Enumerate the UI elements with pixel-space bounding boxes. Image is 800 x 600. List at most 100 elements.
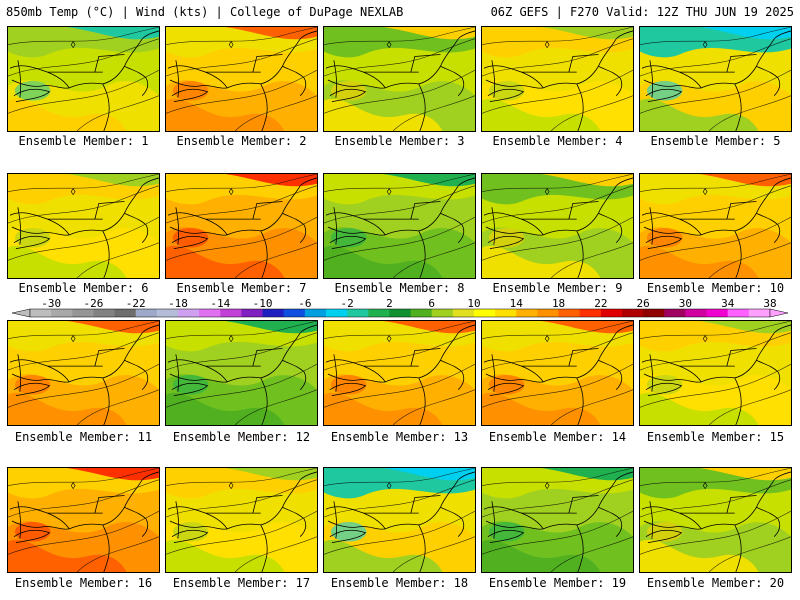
colorbar-tick-label: 6 — [428, 297, 436, 310]
colorbar-tick-label: -18 — [168, 297, 188, 310]
temperature-map — [482, 468, 633, 572]
ensemble-map-panel — [639, 467, 792, 573]
temperature-map — [8, 468, 159, 572]
temperature-map — [166, 321, 317, 425]
temperature-map — [324, 27, 475, 131]
colorbar-tick-label: 22 — [594, 297, 608, 310]
colorbar-swatch — [516, 309, 538, 317]
colorbar-swatch — [304, 309, 327, 317]
ensemble-map-panel — [639, 320, 792, 426]
wind-streamlines — [482, 468, 633, 572]
wind-streamlines — [8, 468, 159, 572]
wind-streamlines — [482, 27, 633, 131]
colorbar-swatch — [93, 309, 116, 317]
coastline-outline — [483, 30, 633, 131]
ensemble-member-label: Ensemble Member: 15 — [646, 430, 785, 444]
colorbar-tick-label: 38 — [763, 297, 777, 310]
colorbar-swatch — [241, 309, 264, 317]
ensemble-map-panel — [165, 467, 318, 573]
colorbar-swatch — [727, 309, 750, 317]
wind-streamlines — [324, 321, 475, 425]
wind-streamlines — [482, 174, 633, 278]
wind-streamlines — [640, 468, 791, 572]
wind-streamlines — [166, 27, 317, 131]
wind-streamlines — [640, 321, 791, 425]
ensemble-map-panel — [323, 26, 476, 132]
ensemble-member-label: Ensemble Member: 19 — [488, 576, 627, 590]
ensemble-member-label: Ensemble Member: 11 — [14, 430, 153, 444]
colorbar-swatch — [389, 309, 412, 317]
colorbar-swatch — [30, 309, 52, 317]
coastline-outline — [325, 30, 475, 131]
wind-streamlines — [324, 174, 475, 278]
temperature-map — [324, 174, 475, 278]
map-header-valid-time: 06Z GEFS | F270 Valid: 12Z THU JUN 19 20… — [490, 5, 794, 19]
colorbar-tick-label: 14 — [509, 297, 523, 310]
ensemble-member-label: Ensemble Member: 14 — [488, 430, 627, 444]
colorbar-swatch — [347, 309, 369, 317]
colorbar-swatch — [622, 309, 644, 317]
ensemble-map-panel — [639, 173, 792, 279]
ensemble-member-label: Ensemble Member: 1 — [18, 134, 149, 148]
ensemble-member-label: Ensemble Member: 17 — [172, 576, 311, 590]
ensemble-member-label: Ensemble Member: 8 — [334, 281, 465, 295]
temperature-map — [640, 321, 791, 425]
ensemble-map-panel — [639, 26, 792, 132]
ensemble-member-label: Ensemble Member: 16 — [14, 576, 153, 590]
colorbar-swatch — [410, 309, 433, 317]
coastline-outline — [325, 324, 475, 425]
ensemble-member-label: Ensemble Member: 7 — [176, 281, 307, 295]
coastline-outline — [167, 324, 317, 425]
wind-streamlines — [324, 468, 475, 572]
coastline-outline — [641, 471, 791, 572]
ensemble-member-label: Ensemble Member: 13 — [330, 430, 469, 444]
colorbar-swatch — [474, 309, 496, 317]
colorbar-swatch — [664, 309, 686, 317]
wind-streamlines — [166, 468, 317, 572]
temperature-map — [166, 174, 317, 278]
ensemble-member-label: Ensemble Member: 20 — [646, 576, 785, 590]
colorbar-swatch — [178, 309, 200, 317]
temperature-map — [8, 174, 159, 278]
colorbar-tick-label: -10 — [252, 297, 273, 310]
colorbar-bar — [12, 308, 788, 318]
colorbar-swatch — [220, 309, 242, 317]
colorbar-swatch — [706, 309, 729, 317]
colorbar-tick-label: 10 — [467, 297, 481, 310]
colorbar-swatch — [262, 309, 285, 317]
colorbar-swatch — [368, 309, 390, 317]
ensemble-member-label: Ensemble Member: 10 — [646, 281, 785, 295]
wind-streamlines — [166, 174, 317, 278]
ensemble-map-panel — [481, 467, 634, 573]
colorbar-tick-label: -30 — [41, 297, 62, 310]
map-header-title: 850mb Temp (°C) | Wind (kts) | College o… — [6, 5, 404, 19]
coastline-outline — [483, 324, 633, 425]
colorbar-swatch — [495, 309, 517, 317]
ensemble-member-label: Ensemble Member: 9 — [492, 281, 623, 295]
ensemble-map-panel — [323, 320, 476, 426]
colorbar-swatch — [51, 309, 73, 317]
temperature-map — [8, 321, 159, 425]
wind-streamlines — [640, 27, 791, 131]
colorbar-swatch — [199, 309, 221, 317]
wind-streamlines — [482, 321, 633, 425]
wind-streamlines — [640, 174, 791, 278]
colorbar-swatch — [431, 309, 454, 317]
colorbar-swatch — [537, 309, 560, 317]
colorbar-swatch — [114, 309, 137, 317]
colorbar-tick-label: 18 — [551, 297, 566, 310]
wind-streamlines — [324, 27, 475, 131]
temperature-map — [8, 27, 159, 131]
temperature-map — [640, 174, 791, 278]
colorbar-tick-label: 34 — [721, 297, 735, 310]
ensemble-map-panel — [481, 320, 634, 426]
coastline-outline — [325, 471, 475, 572]
colorbar-tick-label: -26 — [83, 297, 104, 310]
colorbar-swatch — [579, 309, 602, 317]
wind-streamlines — [8, 174, 159, 278]
ensemble-map-panel — [7, 320, 160, 426]
colorbar-tick-label: -6 — [298, 297, 312, 310]
ensemble-map-panel — [323, 173, 476, 279]
colorbar-swatch — [600, 309, 623, 317]
ensemble-map-panel — [165, 320, 318, 426]
